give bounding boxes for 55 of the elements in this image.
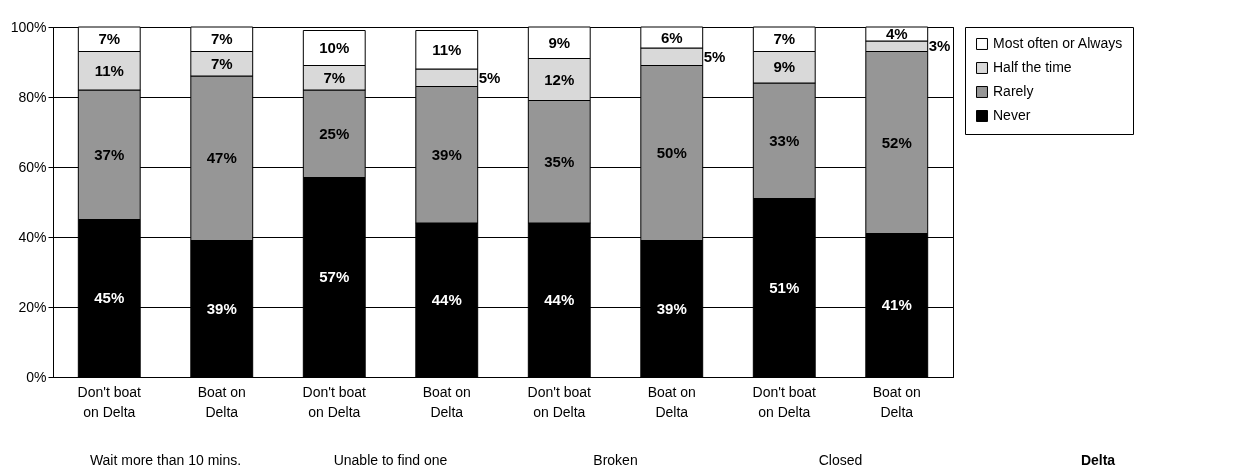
- data-label: 47%: [206, 149, 237, 167]
- y-tick-label: 80%: [18, 88, 47, 105]
- x-tick-label: Don't boat on Delta: [752, 383, 817, 420]
- y-tick-label: 40%: [18, 228, 47, 245]
- data-label: 9%: [548, 33, 571, 51]
- data-label: 6%: [660, 28, 683, 46]
- y-tick-label: 100%: [10, 18, 47, 35]
- data-label: 12%: [544, 70, 575, 88]
- legend-label: Half the time: [993, 59, 1072, 75]
- text: Closed: [818, 452, 863, 468]
- data-label: 9%: [773, 58, 796, 76]
- y-tick-label: 60%: [18, 158, 47, 175]
- text: Broken: [593, 452, 638, 468]
- legend-label: Rarely: [993, 83, 1034, 99]
- data-label: 7%: [210, 30, 233, 48]
- data-label: 41%: [881, 296, 912, 314]
- data-label: 44%: [544, 291, 575, 308]
- text: Delta: [1080, 452, 1116, 468]
- data-label: 11%: [432, 40, 462, 58]
- data-label: 5%: [703, 47, 726, 65]
- x-tick-label: Boat on Delta: [872, 383, 921, 420]
- data-label: 5%: [478, 68, 501, 86]
- legend-label: Most often or Always: [993, 35, 1123, 51]
- x-tick-label: Don't boat on Delta: [302, 383, 367, 420]
- data-label: 39%: [206, 299, 237, 317]
- x-tick-label: Don't boat on Delta: [527, 383, 592, 420]
- legend-label: Never: [993, 107, 1031, 123]
- text: Unable to find one: [333, 452, 448, 468]
- data-label: 37%: [94, 145, 125, 163]
- x-tick-label: Boat on Delta: [422, 383, 471, 420]
- data-label: 39%: [431, 145, 462, 163]
- data-label: 50%: [656, 144, 687, 161]
- data-label: 3%: [928, 37, 951, 55]
- data-label: 7%: [773, 30, 796, 48]
- data-label: 44%: [431, 291, 462, 308]
- data-label: 4%: [885, 25, 908, 42]
- text: Wait more than 10 mins.: [89, 452, 242, 468]
- x-tick-label: Don't boat on Delta: [77, 383, 142, 420]
- data-label: 10%: [319, 39, 350, 56]
- data-label: 45%: [94, 289, 125, 307]
- data-label: 33%: [769, 131, 800, 149]
- data-label: 51%: [769, 278, 800, 296]
- x-tick-label: Boat on Delta: [647, 383, 696, 420]
- data-label: 7%: [323, 68, 346, 86]
- x-tick-label: Boat on Delta: [197, 383, 246, 420]
- data-label: 35%: [544, 152, 575, 170]
- data-label: 7%: [210, 54, 233, 72]
- y-tick-label: 0%: [26, 368, 47, 385]
- data-label: 25%: [319, 124, 350, 142]
- data-label: 52%: [881, 133, 912, 151]
- data-label: 57%: [319, 268, 350, 286]
- data-label: 7%: [98, 30, 121, 48]
- data-label: 11%: [94, 61, 124, 79]
- y-tick-label: 20%: [18, 298, 47, 315]
- data-label: 39%: [656, 299, 687, 317]
